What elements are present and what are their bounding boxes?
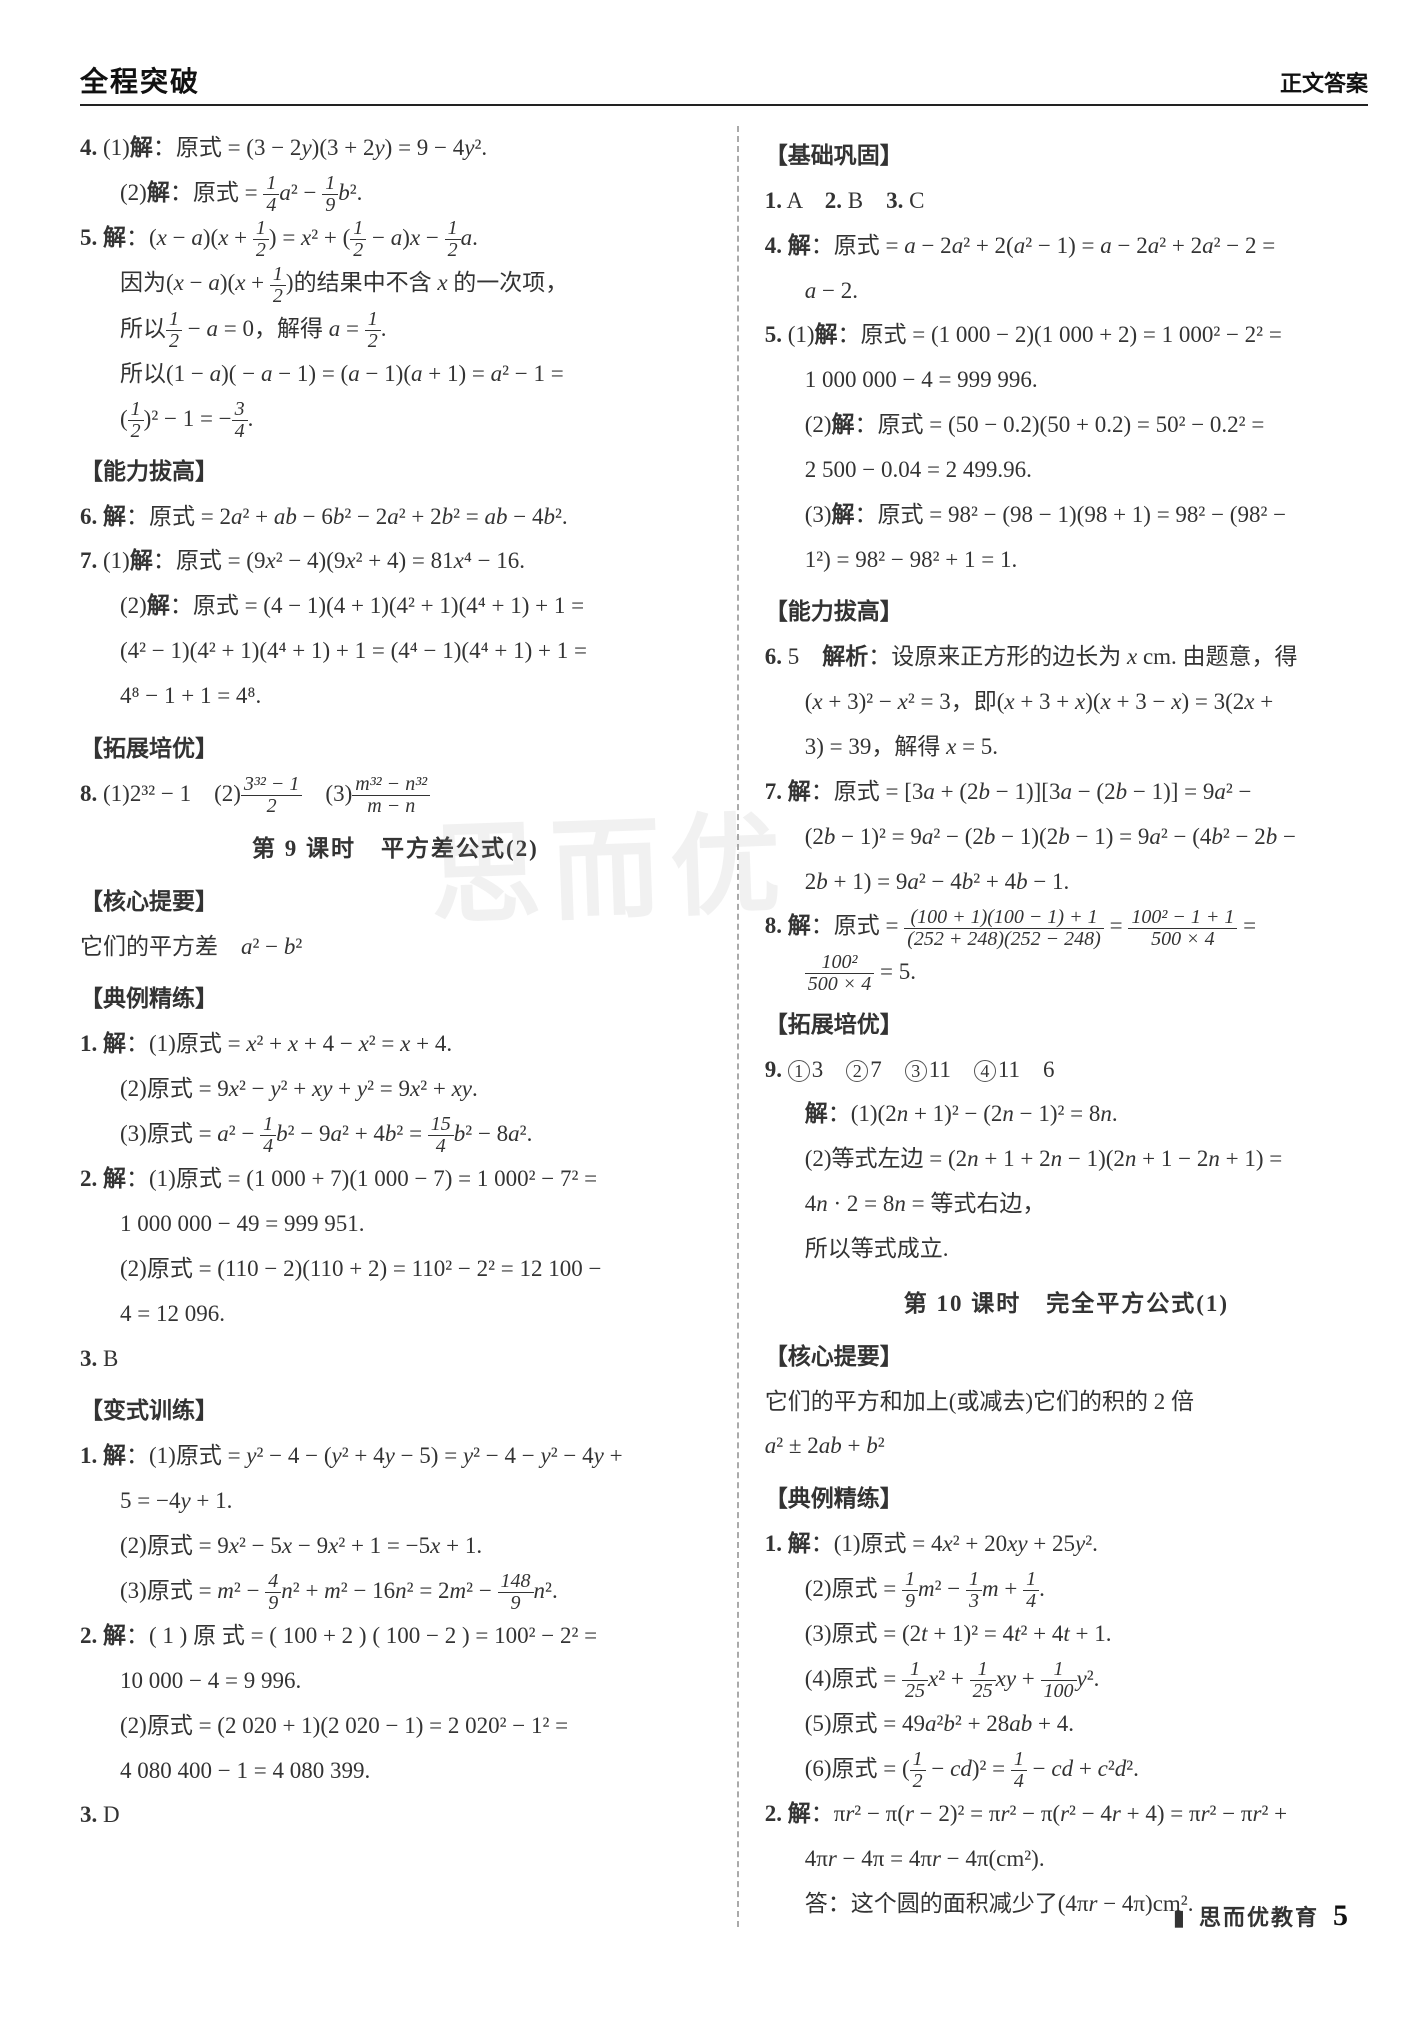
text-line: 它们的平方差 a² − b² (80, 925, 711, 970)
text-line: 2 500 − 0.04 = 2 499.96. (765, 448, 1368, 493)
footer-logo-icon: ▮ (1173, 1905, 1185, 1931)
text-line: (2)原式 = 9x² − y² + xy + y² = 9x² + xy. (80, 1067, 711, 1112)
text-line: a² ± 2ab + b² (765, 1424, 1368, 1469)
text-line: 1²) = 98² − 98² + 1 = 1. (765, 538, 1368, 583)
text-line: 所以等式成立. (765, 1227, 1368, 1272)
text-line: (2)解：原式 = (50 − 0.2)(50 + 0.2) = 50² − 0… (765, 403, 1368, 448)
text-line: (3)原式 = (2t + 1)² = 4t² + 4t + 1. (765, 1612, 1368, 1657)
text-line: 3. D (80, 1793, 711, 1838)
text-line: 7. (1)解：原式 = (9x² − 4)(9x² + 4) = 81x⁴ −… (80, 539, 711, 584)
text-line: (3)原式 = a² − 14b² − 9a² + 4b² = 154b² − … (80, 1112, 711, 1157)
text-line: (2b − 1)² = 9a² − (2b − 1)(2b − 1) = 9a²… (765, 815, 1368, 860)
section-heading: 【能力拔高】 (765, 590, 1368, 635)
text-line: 4 = 12 096. (80, 1292, 711, 1337)
text-line: 10 000 − 4 = 9 996. (80, 1659, 711, 1704)
content-columns: 4. (1)解：原式 = (3 − 2y)(3 + 2y) = 9 − 4y².… (80, 126, 1368, 1927)
text-line: 8. (1)2³² − 1 (2)3³² − 12 (3)m³² − n³²m … (80, 772, 711, 817)
header: 全程突破 正文答案 (80, 60, 1368, 106)
text-line: (2)解：原式 = 14a² − 19b². (80, 171, 711, 216)
text-line: 1. 解：(1)原式 = y² − 4 − (y² + 4y − 5) = y²… (80, 1434, 711, 1479)
text-line: (x + 3)² − x² = 3，即(x + 3 + x)(x + 3 − x… (765, 680, 1368, 725)
lesson-title: 第 10 课时 完全平方公式(1) (765, 1282, 1368, 1327)
text-line: 4. 解：原式 = a − 2a² + 2(a² − 1) = a − 2a² … (765, 224, 1368, 269)
text-line: 2. 解：πr² − π(r − 2)² = πr² − π(r² − 4r +… (765, 1792, 1368, 1837)
text-line: (2)原式 = (2 020 + 1)(2 020 − 1) = 2 020² … (80, 1704, 711, 1749)
right-column: 【基础巩固】 1. A 2. B 3. C 4. 解：原式 = a − 2a² … (737, 126, 1368, 1927)
text-line: 3) = 39，解得 x = 5. (765, 725, 1368, 770)
section-heading: 【拓展培优】 (765, 1003, 1368, 1048)
page-number: 5 (1333, 1899, 1348, 1933)
section-heading: 【核心提要】 (765, 1335, 1368, 1380)
text-line: 1. 解：(1)原式 = 4x² + 20xy + 25y². (765, 1522, 1368, 1567)
text-line: 6. 解：原式 = 2a² + ab − 6b² − 2a² + 2b² = a… (80, 495, 711, 540)
text-line: 8. 解：原式 = (100 + 1)(100 − 1) + 1(252 + 2… (765, 904, 1368, 949)
text-line: (12)² − 1 = −34. (80, 397, 711, 442)
left-column: 4. (1)解：原式 = (3 − 2y)(3 + 2y) = 9 − 4y².… (80, 126, 711, 1927)
text-line: 6. 5 解析：设原来正方形的边长为 x cm. 由题意，得 (765, 635, 1368, 680)
text-line: 2. 解：( 1 ) 原 式 = ( 100 + 2 ) ( 100 − 2 )… (80, 1614, 711, 1659)
text-line: 4. (1)解：原式 = (3 − 2y)(3 + 2y) = 9 − 4y². (80, 126, 711, 171)
text-line: 4 080 400 − 1 = 4 080 399. (80, 1749, 711, 1794)
lesson-title: 第 9 课时 平方差公式(2) (80, 827, 711, 872)
text-line: 1. A 2. B 3. C (765, 179, 1368, 224)
book-title: 全程突破 (80, 60, 200, 100)
text-line: 1 000 000 − 4 = 999 996. (765, 358, 1368, 403)
text-line: (2)原式 = 9x² − 5x − 9x² + 1 = −5x + 1. (80, 1524, 711, 1569)
text-line: 解：(1)(2n + 1)² − (2n − 1)² = 8n. (765, 1092, 1368, 1137)
text-line: (2)原式 = 19m² − 13m + 14. (765, 1567, 1368, 1612)
text-line: (2)解：原式 = (4 − 1)(4 + 1)(4² + 1)(4⁴ + 1)… (80, 584, 711, 629)
text-line: 9. 13 27 311 411 6 (765, 1048, 1368, 1093)
text-line: 2. 解：(1)原式 = (1 000 + 7)(1 000 − 7) = 1 … (80, 1157, 711, 1202)
text-line: 5. (1)解：原式 = (1 000 − 2)(1 000 + 2) = 1 … (765, 313, 1368, 358)
text-line: 所以(1 − a)( − a − 1) = (a − 1)(a + 1) = a… (80, 352, 711, 397)
text-line: 5. 解：(x − a)(x + 12) = x² + (12 − a)x − … (80, 216, 711, 261)
text-line: (2)原式 = (110 − 2)(110 + 2) = 110² − 2² =… (80, 1247, 711, 1292)
section-heading: 【变式训练】 (80, 1389, 711, 1434)
text-line: (4² − 1)(4² + 1)(4⁴ + 1) + 1 = (4⁴ − 1)(… (80, 629, 711, 674)
text-line: (4)原式 = 125x² + 125xy + 1100y². (765, 1657, 1368, 1702)
section-heading: 【拓展培优】 (80, 727, 711, 772)
text-line: 7. 解：原式 = [3a + (2b − 1)][3a − (2b − 1)]… (765, 770, 1368, 815)
text-line: 1 000 000 − 49 = 999 951. (80, 1202, 711, 1247)
text-line: 4πr − 4π = 4πr − 4π(cm²). (765, 1837, 1368, 1882)
section-heading: 【典例精练】 (80, 977, 711, 1022)
page-footer: ▮ 思而优教育 5 (1173, 1899, 1348, 1933)
text-line: 因为(x − a)(x + 12)的结果中不含 x 的一次项， (80, 261, 711, 306)
section-heading: 【能力拔高】 (80, 450, 711, 495)
text-line: 所以12 − a = 0，解得 a = 12. (80, 307, 711, 352)
text-line: 4⁸ − 1 + 1 = 4⁸. (80, 674, 711, 719)
text-line: (5)原式 = 49a²b² + 28ab + 4. (765, 1702, 1368, 1747)
section-heading: 【基础巩固】 (765, 134, 1368, 179)
text-line: (3)解：原式 = 98² − (98 − 1)(98 + 1) = 98² −… (765, 493, 1368, 538)
text-line: 4n · 2 = 8n = 等式右边， (765, 1182, 1368, 1227)
text-line: (6)原式 = (12 − cd)² = 14 − cd + c²d². (765, 1747, 1368, 1792)
section-tag: 正文答案 (1280, 66, 1368, 98)
page: 全程突破 正文答案 思而优 4. (1)解：原式 = (3 − 2y)(3 + … (0, 0, 1428, 1967)
text-line: (2)等式左边 = (2n + 1 + 2n − 1)(2n + 1 − 2n … (765, 1137, 1368, 1182)
text-line: 它们的平方和加上(或减去)它们的积的 2 倍 (765, 1380, 1368, 1425)
section-heading: 【典例精练】 (765, 1477, 1368, 1522)
text-line: (3)原式 = m² − 49n² + m² − 16n² = 2m² − 14… (80, 1569, 711, 1614)
text-line: 5 = −4y + 1. (80, 1479, 711, 1524)
section-heading: 【核心提要】 (80, 880, 711, 925)
footer-brand: 思而优教育 (1199, 1900, 1319, 1932)
text-line: 100²500 × 4 = 5. (765, 950, 1368, 995)
text-line: a − 2. (765, 269, 1368, 314)
text-line: 1. 解：(1)原式 = x² + x + 4 − x² = x + 4. (80, 1022, 711, 1067)
text-line: 2b + 1) = 9a² − 4b² + 4b − 1. (765, 860, 1368, 905)
text-line: 3. B (80, 1337, 711, 1382)
